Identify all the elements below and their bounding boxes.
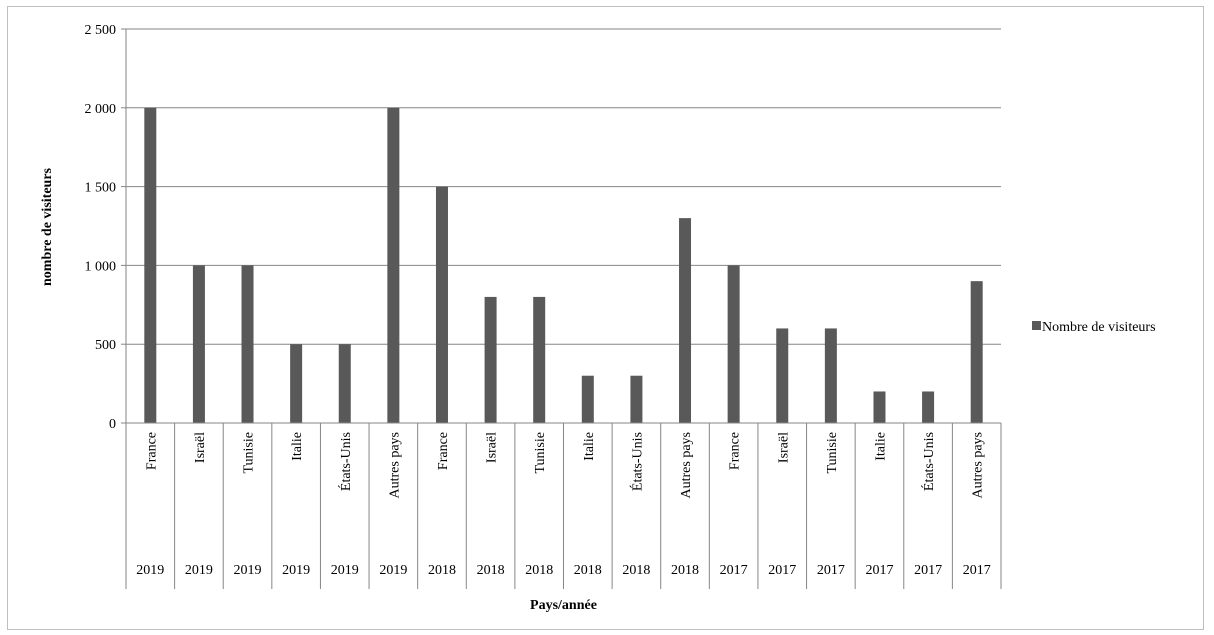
- year-label: 2019: [234, 563, 262, 578]
- y-tick-label: 0: [109, 417, 116, 432]
- bar: [630, 375, 643, 423]
- y-tick-label: 2 000: [85, 102, 117, 117]
- country-label: Autres pays: [971, 432, 986, 499]
- bar: [241, 265, 254, 423]
- country-label: France: [436, 432, 451, 470]
- y-tick-labels: 0 500 1 000 1 500 2 000 2 500: [85, 23, 117, 432]
- year-label: 2019: [331, 563, 359, 578]
- gridlines: [126, 28, 1001, 345]
- year-label: 2017: [914, 563, 942, 578]
- bar: [144, 107, 157, 424]
- category-labels: France 2019 Israël 2019 Tunisie 2019 Italie 201…: [136, 432, 990, 578]
- year-label: 2017: [865, 563, 893, 578]
- year-label: 2019: [185, 563, 213, 578]
- bar: [679, 218, 692, 423]
- bar: [873, 391, 886, 423]
- country-label: Italie: [582, 432, 597, 461]
- country-label: Israël: [193, 432, 208, 463]
- bar: [727, 265, 740, 423]
- year-label: 2017: [817, 563, 845, 578]
- bar: [776, 328, 789, 423]
- legend-label: Nombre de visiteurs: [1042, 320, 1156, 335]
- country-label: Israël: [776, 432, 791, 463]
- country-label: Autres pays: [387, 432, 402, 499]
- y-axis-title: nombre de visiteurs: [40, 167, 55, 286]
- country-label: France: [728, 432, 743, 470]
- year-label: 2017: [720, 563, 748, 578]
- bar: [338, 344, 351, 423]
- bar: [533, 296, 546, 423]
- country-label: Tunisie: [533, 432, 548, 474]
- country-label: États-Unis: [920, 432, 937, 491]
- year-label: 2018: [671, 563, 699, 578]
- bar: [484, 296, 497, 423]
- year-label: 2019: [136, 563, 164, 578]
- legend: Nombre de visiteurs: [1032, 320, 1156, 335]
- axes: [121, 28, 1002, 589]
- year-label: 2018: [477, 563, 505, 578]
- year-label: 2019: [379, 563, 407, 578]
- bar: [581, 375, 594, 423]
- year-label: 2018: [622, 563, 650, 578]
- bar: [922, 391, 935, 423]
- bar: [290, 344, 303, 423]
- country-label: États-Unis: [628, 432, 645, 491]
- year-label: 2017: [768, 563, 796, 578]
- year-label: 2018: [428, 563, 456, 578]
- bar: [192, 265, 205, 423]
- bar: [824, 328, 837, 423]
- country-label: Italie: [290, 432, 305, 461]
- year-label: 2019: [282, 563, 310, 578]
- year-label: 2018: [525, 563, 553, 578]
- country-label: France: [144, 432, 159, 470]
- chart-frame: [7, 6, 1204, 630]
- y-tick-label: 500: [95, 338, 116, 353]
- country-label: Autres pays: [679, 432, 694, 499]
- country-label: Tunisie: [825, 432, 840, 474]
- country-label: Italie: [873, 432, 888, 461]
- legend-swatch: [1032, 321, 1041, 330]
- country-label: Israël: [485, 432, 500, 463]
- country-label: Tunisie: [242, 432, 257, 474]
- bar: [387, 107, 400, 424]
- y-tick-label: 1 500: [85, 181, 117, 196]
- bars: [144, 107, 983, 424]
- country-label: États-Unis: [337, 432, 354, 491]
- y-tick-label: 2 500: [85, 23, 117, 38]
- year-label: 2018: [574, 563, 602, 578]
- x-axis-title: Pays/année: [530, 598, 597, 613]
- bar: [970, 281, 983, 423]
- year-label: 2017: [963, 563, 991, 578]
- y-tick-label: 1 000: [85, 259, 117, 274]
- bar: [435, 186, 448, 423]
